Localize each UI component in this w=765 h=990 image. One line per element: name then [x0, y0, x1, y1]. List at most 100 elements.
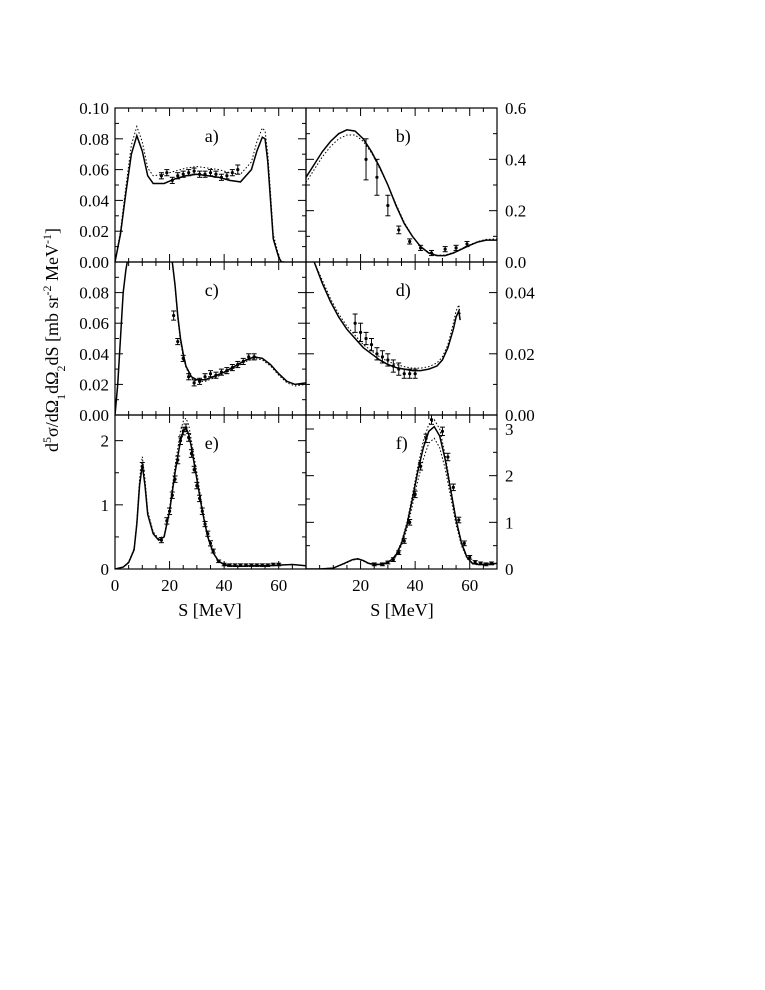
data-point	[219, 175, 224, 179]
data-point	[479, 561, 483, 566]
data-point	[214, 373, 218, 377]
data-point	[181, 172, 185, 176]
data-point	[173, 477, 177, 481]
y-tick-label: 0.06	[79, 314, 109, 333]
data-point	[217, 559, 221, 563]
data-point	[170, 493, 174, 497]
data-point	[484, 562, 488, 566]
data-point	[206, 532, 210, 536]
data-point	[255, 563, 259, 567]
data-point	[195, 483, 199, 488]
data-point	[225, 174, 229, 178]
y-tick-label: 0.04	[505, 284, 535, 303]
data-point	[353, 321, 357, 325]
data-point	[364, 336, 368, 341]
data-point	[440, 429, 445, 433]
panel-label: c)	[205, 280, 219, 301]
data-point	[266, 563, 270, 567]
series-line-dotted	[306, 134, 497, 256]
data-point	[184, 426, 188, 430]
data-point	[159, 538, 163, 542]
data-point	[189, 451, 193, 456]
data-point	[187, 375, 191, 379]
x-tick-label: 20	[161, 576, 178, 595]
data-point	[369, 343, 374, 347]
data-point	[468, 555, 472, 559]
y-tick-label: 0.10	[79, 99, 109, 118]
x-axis-title-right: S [MeV]	[370, 600, 434, 620]
x-tick-label: 0	[111, 576, 120, 595]
data-point	[236, 362, 240, 367]
data-point	[397, 551, 401, 555]
data-point	[197, 172, 202, 176]
data-point	[451, 485, 455, 489]
data-point	[230, 365, 234, 370]
data-point	[165, 519, 169, 523]
data-point	[187, 435, 191, 440]
data-point	[211, 549, 215, 553]
data-point	[187, 171, 191, 175]
data-point	[358, 330, 363, 334]
y-axis-title: d5σ/dΩ1dΩ2dS [mb sr-2 MeV-1]	[40, 228, 68, 452]
data-point	[372, 562, 376, 566]
y-tick-label: 0.04	[79, 191, 109, 210]
data-point	[375, 175, 379, 179]
data-point	[391, 364, 395, 368]
data-point	[391, 558, 395, 562]
data-point	[203, 375, 207, 379]
data-point	[386, 358, 390, 362]
data-point	[165, 171, 169, 175]
data-point	[402, 539, 406, 543]
data-point	[167, 509, 172, 513]
data-point	[140, 464, 144, 468]
data-point	[203, 522, 207, 526]
data-point	[225, 369, 229, 373]
series-line-solid	[115, 133, 285, 262]
data-point	[228, 563, 232, 567]
panel-d: 0.00 0.02 0.04 d)	[305, 261, 535, 425]
data-point	[170, 178, 174, 182]
data-point	[424, 436, 428, 440]
data-point	[380, 562, 384, 566]
data-point	[208, 171, 213, 175]
data-point	[208, 541, 213, 545]
y-tick-label: 2	[505, 467, 514, 486]
y-tick-label: 0.02	[79, 222, 109, 241]
y-tick-label: 0.00	[79, 253, 109, 272]
data-point	[197, 496, 202, 501]
y-tick-label: 0.00	[505, 406, 535, 425]
panel-label: a)	[205, 126, 219, 147]
x-tick-label: 60	[461, 576, 478, 595]
data-point	[208, 372, 213, 376]
y-tick-label: 0	[505, 560, 514, 579]
data-point	[277, 562, 281, 567]
data-point	[397, 367, 401, 371]
x-tick-label: 40	[216, 576, 233, 595]
data-point	[236, 168, 240, 172]
data-point	[457, 518, 461, 522]
data-point	[419, 464, 423, 468]
data-point	[429, 418, 434, 422]
x-tick-label: 20	[352, 576, 369, 595]
series-line-solid	[171, 262, 306, 386]
y-tick-label: 1	[101, 496, 110, 515]
data-point	[178, 439, 183, 443]
series-line-dotted	[306, 437, 497, 569]
data-point	[252, 355, 256, 359]
data-point	[176, 339, 180, 344]
x-tick-label: 60	[270, 576, 287, 595]
data-point	[408, 372, 412, 376]
data-point	[214, 172, 218, 176]
data-point	[230, 171, 234, 175]
data-point	[203, 172, 207, 176]
y-tick-label: 0.0	[505, 253, 526, 272]
panel-label: e)	[205, 433, 219, 454]
data-point	[454, 246, 458, 250]
y-tick-label: 0.04	[79, 345, 109, 364]
panel-label: b)	[396, 126, 411, 147]
data-point	[489, 561, 494, 566]
series-line-dotted	[171, 262, 306, 387]
data-point	[181, 356, 185, 360]
data-point	[159, 174, 163, 178]
